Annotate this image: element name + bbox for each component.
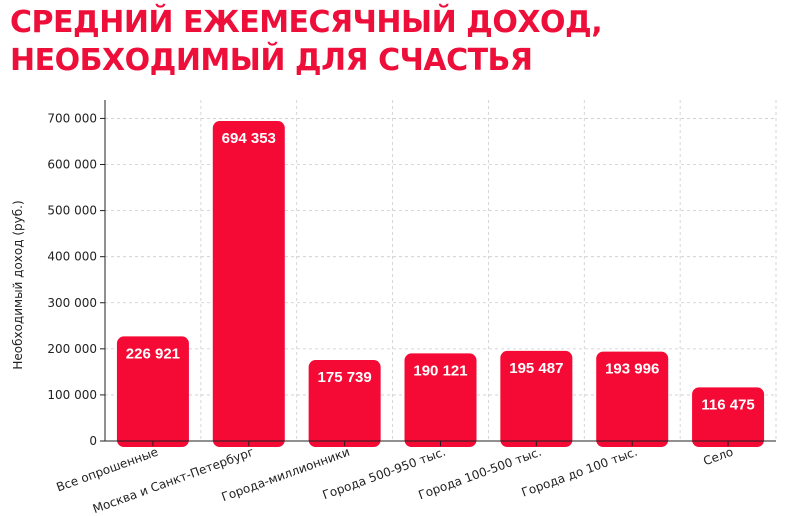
bar-value-label: 193 996 (605, 361, 659, 378)
bar-value-label: 190 121 (413, 362, 467, 379)
bar-value-label: 694 353 (222, 130, 276, 147)
bar (404, 353, 477, 447)
bar (596, 351, 669, 447)
bar-value-label: 195 487 (509, 360, 563, 377)
y-tick-label: 300 000 (47, 296, 97, 310)
bar (308, 360, 381, 447)
x-tick-label: Село (701, 445, 735, 469)
bar-layer: 226 921 694 353 175 739 190 121 195 487 193 9… (116, 121, 765, 447)
y-tick-label: 200 000 (47, 342, 97, 356)
chart-title-line-2: НЕОБХОДИМЫЙ ДЛЯ СЧАСТЬЯ (10, 43, 533, 78)
chart-title-line-1: СРЕДНИЙ ЕЖЕМЕСЯЧНЫЙ ДОХОД, (10, 5, 603, 40)
y-tick-label: 400 000 (47, 250, 97, 264)
bar (212, 121, 285, 447)
bar-value-label: 116 475 (701, 396, 754, 413)
chart-title: СРЕДНИЙ ЕЖЕМЕСЯЧНЫЙ ДОХОД, НЕОБХОДИМЫЙ Д… (10, 4, 603, 80)
bar-value-label: 226 921 (126, 345, 180, 362)
grid-layer (104, 100, 777, 441)
bar-value-label: 175 739 (318, 369, 372, 386)
x-tick-label: Москва и Санкт-Петербург (91, 445, 256, 516)
bar (500, 350, 573, 447)
y-tick-label: 600 000 (47, 158, 97, 172)
bar (116, 336, 189, 447)
y-tick-label: 500 000 (47, 204, 97, 218)
axis-layer: 0 100 000 200 000 300 000 400 000 500 000 600 … (47, 100, 776, 516)
y-tick-label: 0 (89, 434, 97, 448)
y-tick-label: 100 000 (47, 388, 97, 402)
y-tick-label: 700 000 (47, 111, 97, 125)
bar (692, 387, 765, 447)
y-axis-label: Необходимый доход (руб.) (11, 200, 25, 369)
